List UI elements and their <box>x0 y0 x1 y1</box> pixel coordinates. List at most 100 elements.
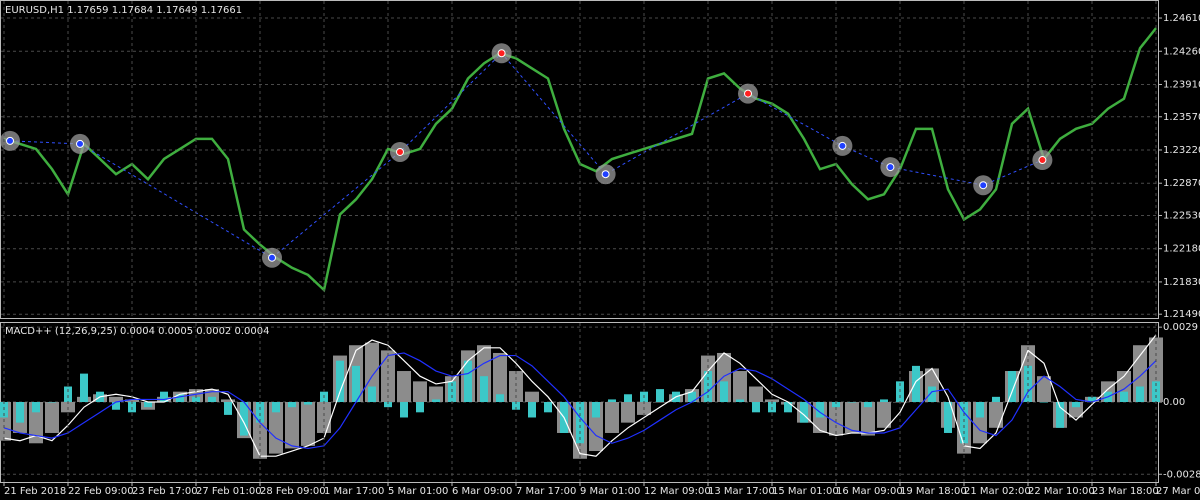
histogram-bar <box>493 352 507 402</box>
histogram-bar <box>944 402 952 433</box>
histogram-bar <box>192 396 200 402</box>
x-tick-label: 27 Feb 01:00 <box>196 486 262 497</box>
histogram-bar <box>605 402 619 433</box>
histogram-bar <box>1008 371 1016 402</box>
histogram-bar <box>288 402 296 408</box>
histogram-bar <box>112 402 120 410</box>
histogram-bar <box>400 402 408 418</box>
histogram-bar <box>1088 396 1096 402</box>
histogram-bar <box>304 402 312 405</box>
signal-dot <box>268 253 276 262</box>
x-tick-label: 21 Feb 2018 <box>4 486 66 497</box>
histogram-bar <box>656 389 664 402</box>
signal-dot <box>886 163 895 172</box>
x-tick-label: 21 Mar 02:00 <box>964 486 1031 497</box>
histogram-bar <box>509 371 523 402</box>
histogram-bar <box>48 402 56 403</box>
signal-dot <box>497 49 506 58</box>
signal-marker <box>1032 150 1053 171</box>
histogram-bar <box>16 402 24 423</box>
histogram-bar <box>176 394 184 402</box>
y-tick-label: 1.22530 <box>1163 210 1200 221</box>
histogram-bar <box>397 371 411 402</box>
signal-marker <box>390 141 410 162</box>
histogram-bar <box>480 376 488 402</box>
histogram-bar <box>301 402 315 446</box>
histogram-bar <box>608 399 616 402</box>
y-tick-label: 1.23220 <box>1163 145 1200 156</box>
signal-marker <box>262 247 282 268</box>
x-tick-label: 1 Mar 17:00 <box>324 486 384 497</box>
histogram-bar <box>576 402 584 444</box>
signal-dot <box>979 181 988 190</box>
signal-dot <box>76 139 84 148</box>
histogram-bar <box>736 399 744 402</box>
histogram-bar <box>336 360 344 402</box>
histogram-bar <box>784 402 792 413</box>
x-tick-label: 5 Mar 01:00 <box>388 486 448 497</box>
histogram-bar <box>1120 391 1128 402</box>
signal-dot <box>396 147 404 156</box>
histogram-bar <box>144 402 152 408</box>
histogram-bar <box>992 396 1000 402</box>
histogram-bar <box>221 399 235 402</box>
histogram-bar <box>752 402 760 413</box>
histogram-bar <box>272 402 280 413</box>
signal-marker <box>880 157 901 178</box>
histogram-bar <box>621 402 635 423</box>
histogram-bar <box>64 386 72 402</box>
histogram-bar <box>848 402 856 403</box>
histogram-bar <box>269 402 283 454</box>
signal-marker <box>70 133 90 154</box>
histogram-bar <box>861 402 875 436</box>
x-tick-label: 13 Mar 17:00 <box>708 486 775 497</box>
histogram-bar <box>749 386 763 402</box>
histogram-bar <box>688 391 696 402</box>
histogram-bar <box>352 365 360 402</box>
signal-marker <box>832 135 853 156</box>
signal-dot <box>601 170 610 179</box>
signal-marker <box>595 164 616 185</box>
histogram-bar <box>416 402 424 413</box>
x-tick-label: 19 Mar 18:00 <box>900 486 967 497</box>
histogram-bar <box>877 402 891 428</box>
histogram-bar <box>109 396 123 402</box>
histogram-bar <box>1136 386 1144 402</box>
y-tick-label: 0.00 <box>1163 397 1185 408</box>
signal-marker <box>973 175 994 196</box>
histogram-bar <box>317 402 331 433</box>
histogram-bar <box>240 402 248 436</box>
y-tick-label: 1.24260 <box>1163 46 1200 57</box>
y-tick-label: 0.0029 <box>1163 322 1198 333</box>
histogram-bar <box>413 381 427 402</box>
histogram-bar <box>880 399 888 402</box>
x-tick-label: 22 Feb 09:00 <box>68 486 134 497</box>
signal-marker <box>738 83 758 104</box>
indicator-line <box>3 352 1157 450</box>
histogram-bar <box>765 399 779 402</box>
histogram-bar <box>160 391 168 402</box>
histogram-bar <box>208 396 216 402</box>
histogram-bar <box>653 402 667 403</box>
histogram-bar <box>1072 402 1080 408</box>
x-tick-label: 22 Mar 10:00 <box>1028 486 1095 497</box>
price-pane-frame <box>0 0 1159 319</box>
histogram-bar <box>125 399 139 402</box>
histogram-bar <box>45 402 59 433</box>
histogram-bar <box>1040 402 1048 403</box>
signal-dot <box>6 136 14 145</box>
indicator-title: MACD++ (12,26,9,25) 0.0004 0.0005 0.0002… <box>5 326 269 337</box>
histogram-bar <box>256 402 264 423</box>
histogram-bar <box>592 402 600 418</box>
histogram-bar <box>32 402 40 413</box>
histogram-bar <box>429 386 443 402</box>
histogram-bar <box>832 402 840 408</box>
histogram-bar <box>525 391 539 402</box>
y-tick-label: -0.0028 <box>1163 469 1200 480</box>
signal-marker <box>0 130 20 151</box>
histogram-bar <box>624 394 632 402</box>
histogram-bar <box>816 402 824 418</box>
x-tick-label: 23 Feb 17:00 <box>132 486 198 497</box>
